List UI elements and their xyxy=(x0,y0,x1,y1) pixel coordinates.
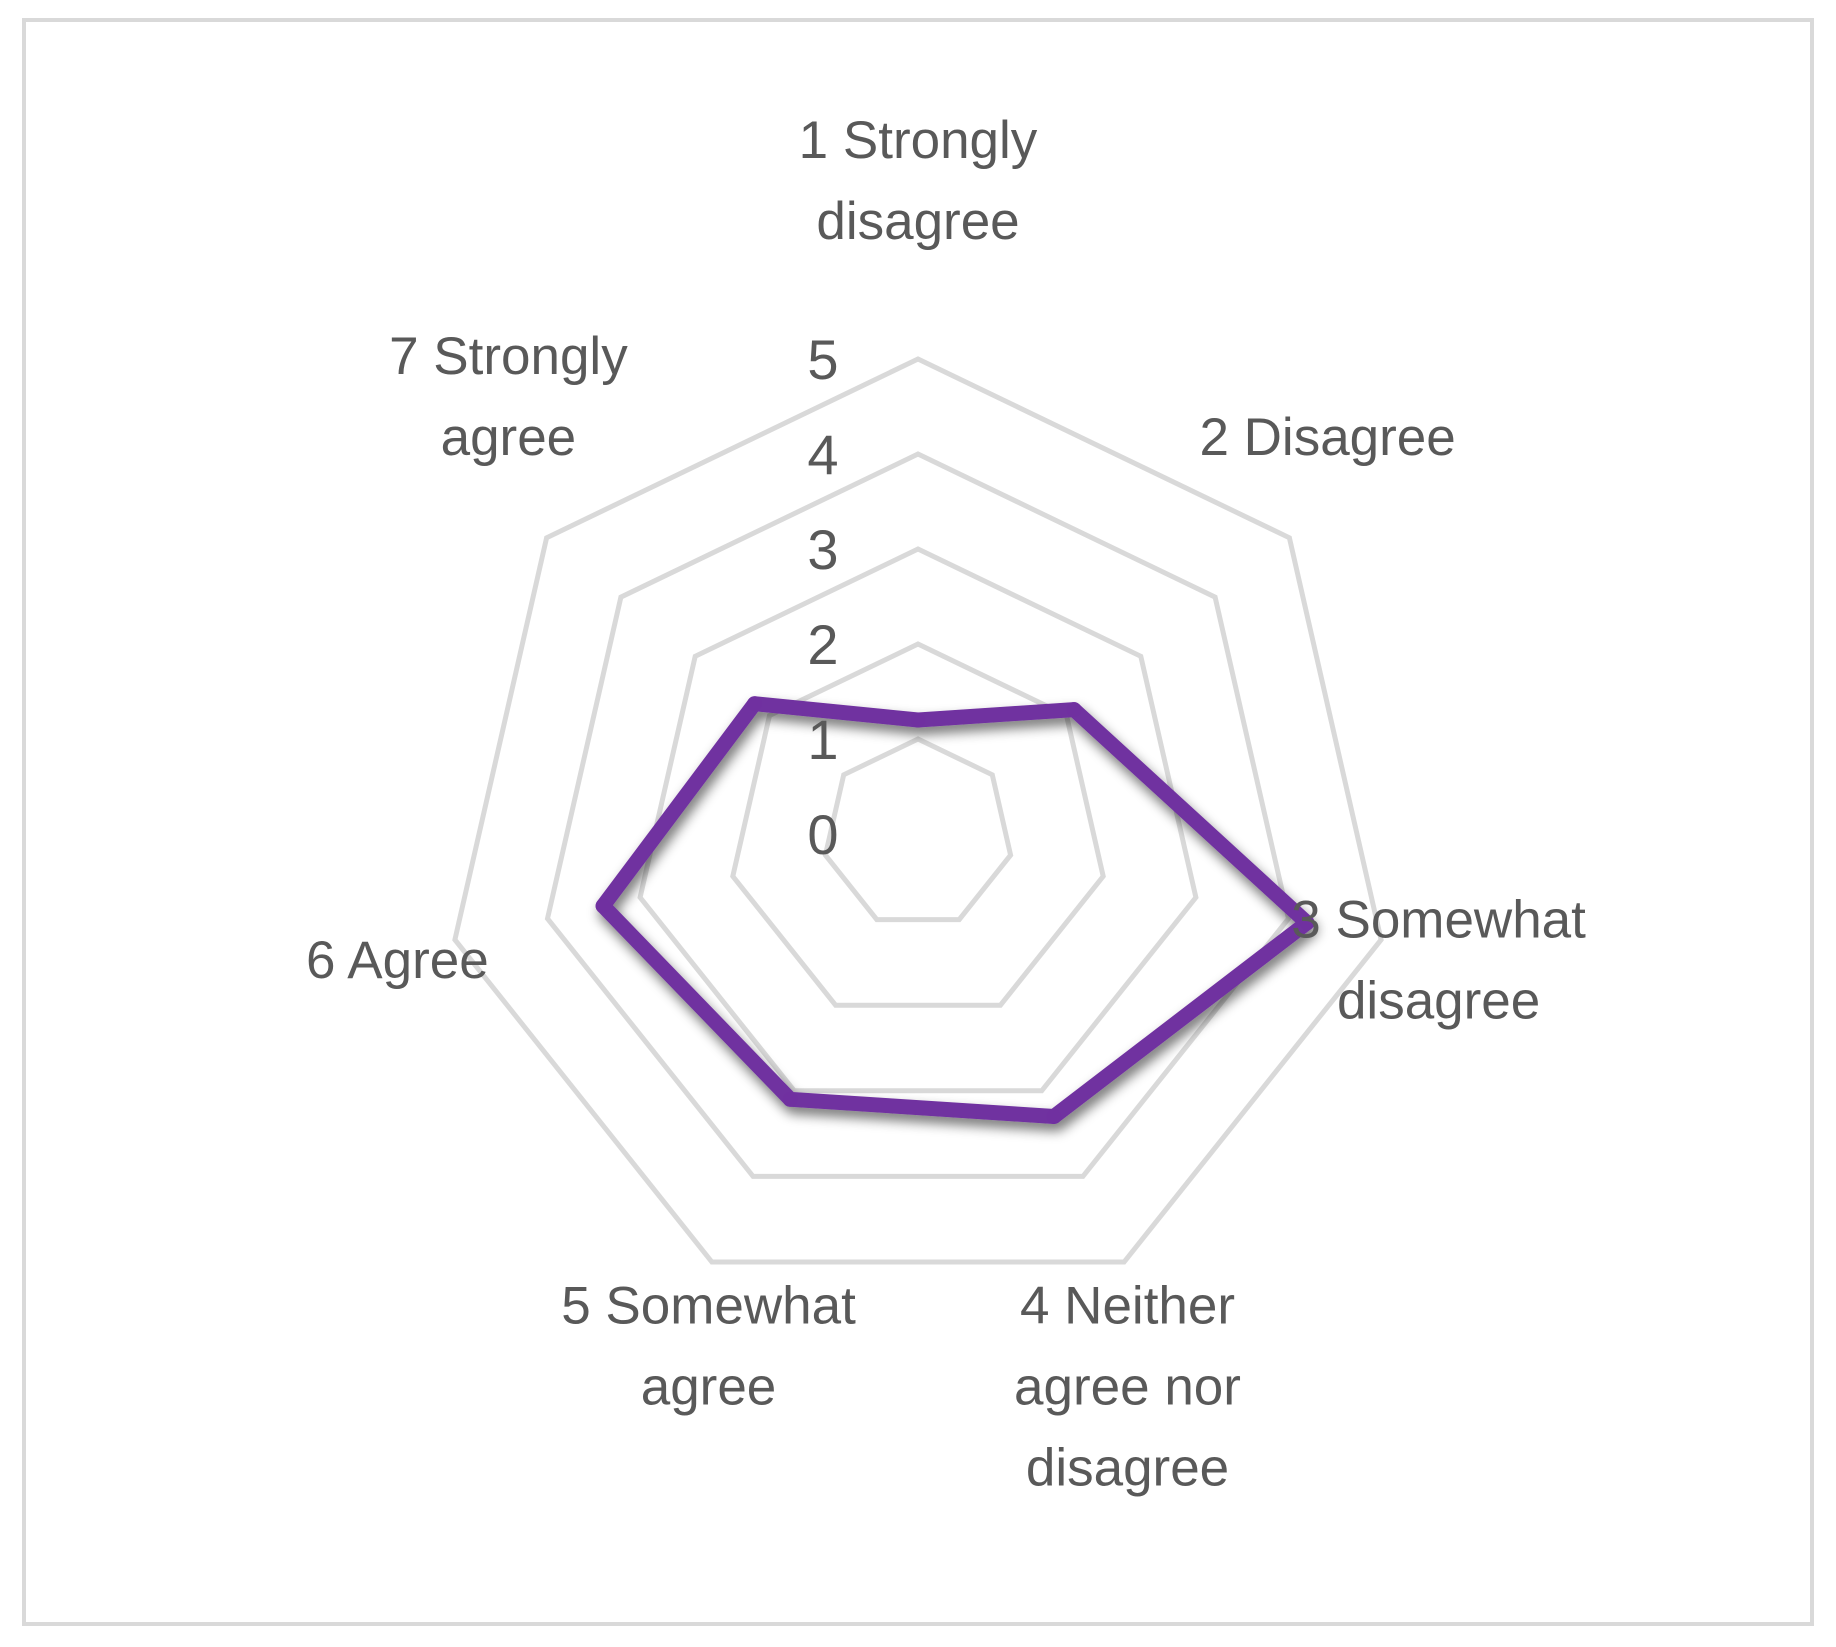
series-point-0-4 xyxy=(782,1091,798,1107)
category-label-line: agree xyxy=(441,408,577,467)
category-label-line: 4 Neither xyxy=(1020,1277,1235,1336)
category-label-line: disagree xyxy=(1337,972,1540,1031)
series-point-0-1 xyxy=(1066,702,1082,718)
radial-tick-label: 2 xyxy=(807,613,838,676)
category-label-line: 7 Strongly xyxy=(389,327,628,386)
category-label-2: 2 Disagree xyxy=(1199,408,1455,467)
series-point-0-3 xyxy=(1046,1109,1062,1124)
radial-tick-label: 5 xyxy=(807,328,838,391)
category-label-line: disagree xyxy=(816,192,1019,251)
category-label-4: 4 Neither agree nor disagree xyxy=(1014,1277,1241,1498)
chart-frame xyxy=(22,18,1814,1626)
series-point-0-0 xyxy=(910,712,926,728)
category-label-3: 3 Somewhat disagree xyxy=(1291,891,1586,1031)
category-label-line: 1 Strongly xyxy=(799,111,1038,170)
radial-tick-label: 4 xyxy=(807,423,838,486)
category-label-line: 6 Agree xyxy=(306,931,489,990)
grid-ring-3 xyxy=(637,546,1199,1094)
radial-tick-label: 3 xyxy=(807,518,838,581)
grid-ring-2 xyxy=(730,641,1106,1008)
category-label-6: 6 Agree xyxy=(306,931,489,990)
category-label-7: 7 Strongly agree xyxy=(389,327,628,467)
radial-tick-label: 1 xyxy=(807,708,838,771)
series-line-0 xyxy=(595,696,1315,1124)
radial-tick-label: 0 xyxy=(807,803,838,866)
series-point-0-2 xyxy=(1299,915,1315,931)
category-label-line: disagree xyxy=(1026,1439,1229,1498)
category-label-5: 5 Somewhat agree xyxy=(561,1277,856,1417)
category-label-line: 3 Somewhat xyxy=(1291,891,1586,950)
grid-ring-1 xyxy=(822,736,1014,923)
radial-tick-labels: 0 1 2 3 4 5 xyxy=(807,328,838,866)
category-label-line: agree xyxy=(641,1358,777,1417)
category-label-line: 5 Somewhat xyxy=(561,1277,856,1336)
radar-series xyxy=(595,696,1315,1124)
series-point-0-6 xyxy=(747,696,763,712)
category-labels: 1 Strongly disagree 2 Disagree 3 Somewhat di… xyxy=(306,111,1586,1498)
grid-ring-4 xyxy=(544,451,1292,1179)
series-point-0-5 xyxy=(595,898,611,914)
category-label-line: agree nor xyxy=(1014,1358,1241,1417)
category-label-line: 2 Disagree xyxy=(1199,408,1455,467)
radar-grid xyxy=(452,356,1384,1265)
grid-ring-5 xyxy=(452,356,1384,1265)
category-label-1: 1 Strongly disagree xyxy=(799,111,1038,251)
